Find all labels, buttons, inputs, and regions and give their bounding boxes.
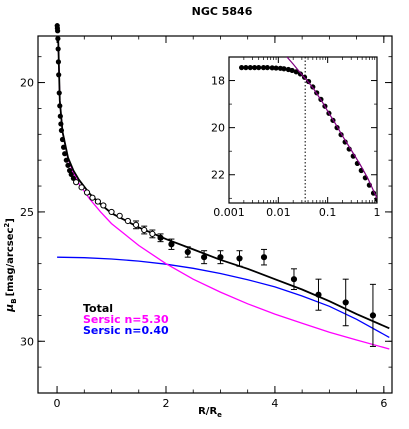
inset-y-tick-label: 20 [211, 122, 225, 135]
data-point [55, 46, 61, 52]
data-point [124, 217, 131, 225]
data-point [315, 291, 322, 298]
main-plot-area: 0 2 4 6 20 25 30 [20, 35, 393, 410]
main-frame [37, 35, 393, 394]
data-point [83, 189, 91, 196]
inset-data-point [293, 69, 299, 75]
inset-data-point [238, 64, 245, 71]
data-point [369, 312, 377, 319]
data-point [66, 167, 73, 174]
svg-text:R/Re: R/Re [198, 406, 222, 419]
inset-model-curve [286, 57, 377, 199]
data-point [94, 198, 102, 205]
y-axis-symbol-sub: B [10, 298, 18, 303]
data-point [201, 254, 208, 261]
data-point [55, 35, 61, 42]
data-point [149, 230, 156, 238]
y-axis-unit-sup: 2 [3, 223, 11, 228]
data-point [236, 255, 243, 262]
chart-title: NGC 5846 [192, 5, 253, 18]
inset-data-point [281, 66, 287, 72]
series-line-sersic-n-0-40 [57, 256, 390, 338]
inset-data-point [273, 65, 279, 71]
inset-x-tick-label: 0.01 [266, 206, 291, 219]
data-point [55, 28, 61, 34]
data-point [73, 179, 80, 186]
data-point [141, 226, 148, 234]
data-point [157, 234, 164, 241]
data-point [78, 184, 85, 191]
y-axis-unit-close: ] [5, 218, 16, 223]
data-point [260, 254, 268, 261]
inset-data-point [243, 64, 249, 71]
data-point [56, 90, 62, 96]
inset-plot: 0.001 0.01 0.1 1 18 20 22 [211, 56, 381, 219]
data-point [89, 194, 96, 201]
data-point [290, 276, 298, 283]
x-tick-label: 6 [380, 397, 387, 410]
legend-entry: Sersic n=0.40 [83, 324, 169, 337]
svg-text:μB[mag/arcsec2]: μB[mag/arcsec2] [3, 218, 18, 313]
data-point [63, 157, 69, 163]
inset-y-tick-label: 18 [211, 75, 225, 88]
x-tick-label: 0 [54, 397, 61, 410]
inset-y-tick-label: 22 [211, 169, 225, 182]
data-point [59, 136, 66, 143]
data-point [100, 202, 107, 209]
data-point [68, 171, 74, 178]
data-point [217, 254, 224, 261]
data-point [55, 59, 62, 65]
y-axis-unit: [mag/arcsec [5, 228, 16, 297]
x-axis-title: R/Re [198, 406, 222, 419]
inset-x-tick-label: 0.1 [319, 206, 337, 219]
y-axis-symbol: μ [3, 304, 16, 313]
inset-data-point [256, 64, 262, 71]
x-axis-label-sub: e [217, 411, 222, 419]
data-point [184, 248, 191, 256]
legend-entry: Total [83, 302, 113, 315]
series-line-total [57, 38, 390, 330]
data-point [57, 103, 63, 109]
y-tick-label: 30 [20, 335, 34, 348]
inset-x-tick-label: 0.001 [213, 206, 245, 219]
data-point [65, 162, 71, 168]
data-point [58, 121, 64, 127]
data-point [57, 113, 63, 119]
main-data-points [54, 23, 377, 347]
inset-series-group [238, 57, 377, 203]
x-axis-label: R/R [198, 406, 217, 417]
data-point [132, 221, 140, 228]
data-point [56, 72, 62, 78]
inset-data-point [247, 64, 253, 71]
data-point [342, 299, 349, 306]
inset-frame [228, 56, 378, 204]
inset-x-tick-label: 1 [374, 206, 381, 219]
data-point [58, 127, 65, 134]
inset-data-point [264, 64, 270, 71]
x-tick-label: 4 [271, 397, 278, 410]
data-point [62, 151, 68, 157]
y-tick-label: 20 [20, 77, 34, 90]
data-point [168, 241, 175, 248]
legend-entry: Sersic n=5.30 [83, 313, 169, 326]
data-point [108, 208, 115, 216]
x-tick-label: 2 [162, 397, 169, 410]
data-point [116, 212, 123, 219]
y-tick-label: 25 [20, 206, 34, 219]
y-axis-title: μB[mag/arcsec2] [3, 218, 18, 313]
data-point [60, 144, 67, 150]
